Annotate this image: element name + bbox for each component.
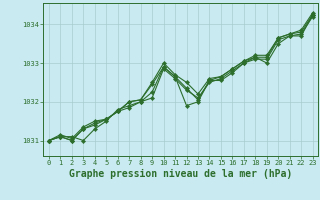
X-axis label: Graphe pression niveau de la mer (hPa): Graphe pression niveau de la mer (hPa) (69, 169, 292, 179)
